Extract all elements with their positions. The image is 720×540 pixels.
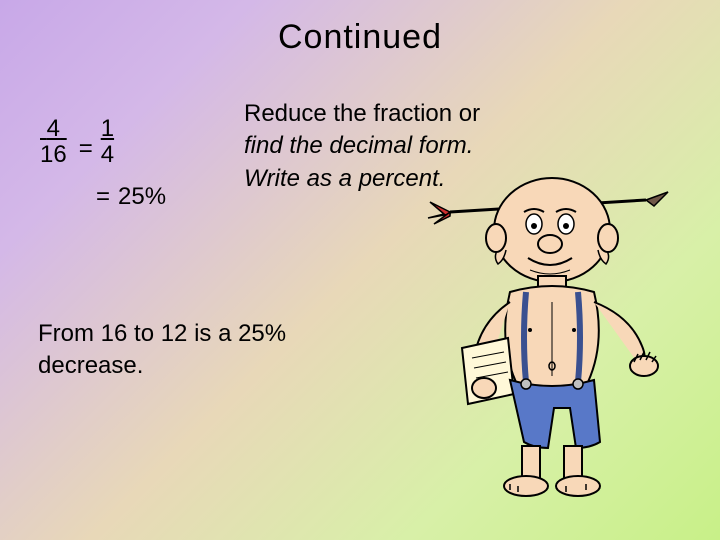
percent-equation: = 25% [96,183,166,211]
frac1-numerator: 4 [38,116,69,142]
frac2-denominator: 4 [99,142,116,168]
math-block: 4 16 = 1 4 = 25% [38,116,166,211]
conclusion-text: From 16 to 12 is a 25% decrease. [38,318,358,383]
fraction-equation: 4 16 = 1 4 [38,116,166,169]
cartoon-svg [410,152,690,512]
equals-sign-1: = [79,135,93,163]
page-title: Continued [0,18,720,57]
frac2-numerator: 1 [99,116,116,142]
fraction-2: 1 4 [99,116,116,169]
cartoon-illustration [410,152,690,512]
equals-sign-2: = [96,183,110,211]
explain-plain: Reduce the fraction or [244,100,480,127]
fraction-1: 4 16 [38,116,69,169]
frac1-denominator: 16 [38,142,69,168]
percent-value: 25% [118,183,166,211]
